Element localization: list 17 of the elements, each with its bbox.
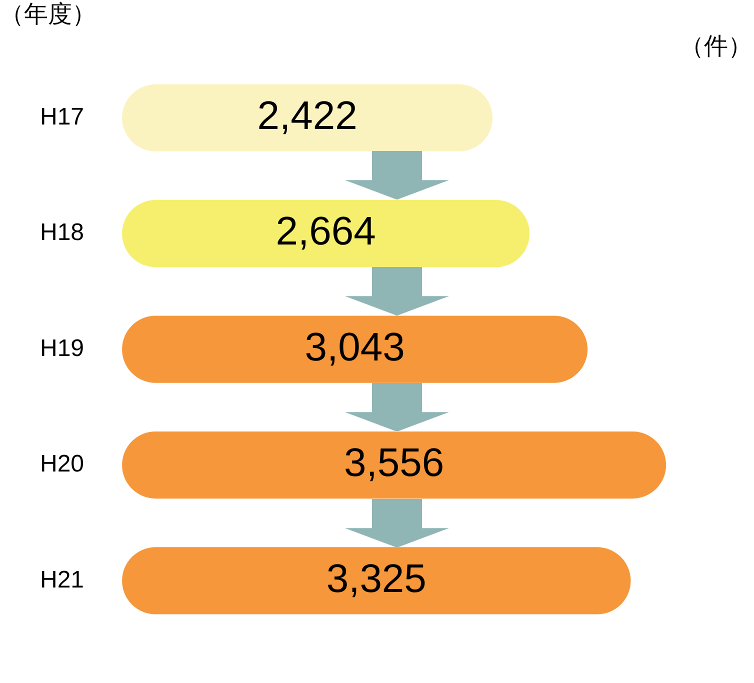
- data-label: 3,325: [326, 556, 426, 601]
- y-tick-label: H20: [40, 450, 84, 478]
- x-axis-title: （件）: [680, 32, 752, 60]
- bar: [122, 316, 588, 383]
- data-label: 3,043: [304, 325, 405, 370]
- y-axis-title: （年度）: [0, 0, 96, 28]
- y-tick-label: H21: [40, 566, 84, 594]
- data-label: 2,422: [257, 94, 358, 138]
- bar: [122, 200, 530, 268]
- y-tick-label: H17: [40, 103, 84, 130]
- bar: [122, 431, 666, 499]
- y-tick-label: H18: [40, 219, 84, 246]
- data-label: 3,556: [344, 441, 444, 486]
- data-label: 2,664: [276, 210, 376, 254]
- bar: [122, 547, 631, 614]
- y-tick-label: H19: [40, 334, 84, 362]
- bar: [122, 84, 493, 152]
